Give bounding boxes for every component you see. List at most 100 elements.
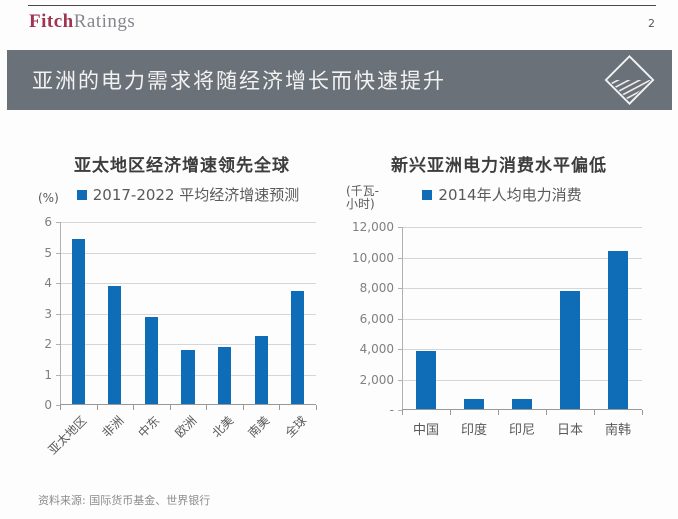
logo-fitch-text: Fitch (29, 11, 74, 32)
legend: 2014年人均电力消费 (382, 184, 622, 205)
plot-area (398, 227, 643, 415)
y-axis-line (402, 227, 403, 410)
y-tick-label: 2,000 (359, 372, 394, 387)
x-axis-line (60, 404, 316, 405)
bar (560, 291, 580, 410)
plot-area (56, 222, 317, 410)
x-axis-tick (546, 410, 547, 415)
gridline (60, 344, 316, 345)
y-tick-label: 1 (44, 367, 52, 382)
y-axis-tick (398, 288, 402, 289)
page-number: 2 (648, 17, 655, 30)
x-category-label: 北美 (209, 413, 236, 441)
x-category-label: 中国 (412, 423, 440, 438)
y-tick-label: 8,000 (359, 281, 394, 295)
gridline (402, 318, 642, 320)
y-axis-tick (398, 379, 402, 381)
legend-label: 2017-2022 平均经济增速预测 (92, 186, 300, 204)
x-category-label: 印尼 (508, 423, 536, 438)
y-axis-unit-label: (千瓦- 小时) (346, 185, 379, 211)
y-tick-label: 4 (44, 276, 52, 290)
unit-line: (千瓦- (346, 184, 380, 198)
x-axis-tick (279, 405, 281, 410)
y-tick-label: 4,000 (359, 342, 394, 356)
gridline (60, 313, 316, 315)
legend: 2017-2022 平均经济增速预测 (60, 184, 316, 205)
y-axis-tick (398, 257, 402, 259)
bar (71, 238, 85, 405)
x-axis-tick (594, 410, 595, 415)
gridline (402, 349, 642, 350)
bar (254, 336, 268, 405)
y-tick-label: 12,000 (352, 220, 394, 234)
x-axis-line (402, 409, 642, 410)
y-axis-tick (56, 283, 60, 284)
bar (512, 398, 532, 410)
bar (144, 316, 158, 405)
unit-line: 小时) (346, 197, 375, 211)
title-bar: 亚洲的电力需求将随经济增长而快速提升 (7, 50, 672, 110)
fitch-ratings-logo: FitchRatings (29, 11, 135, 33)
x-axis-tick (450, 410, 451, 415)
chart-title: 新兴亚洲电力消费水平偏低 (391, 156, 607, 176)
logo-ratings-text: Ratings (73, 11, 136, 32)
chart-electricity-consumption: 新兴亚洲电力消费水平偏低 (千瓦- 小时) 2014年人均电力消费 - 2,000… (345, 140, 665, 492)
gridline (402, 379, 642, 381)
bar (217, 347, 232, 405)
x-axis-tick (169, 405, 171, 410)
y-axis-tick (56, 344, 60, 345)
unit-line: (%) (38, 191, 59, 205)
x-category-label: 欧洲 (172, 413, 200, 441)
bar (608, 250, 628, 410)
legend-swatch (422, 189, 433, 200)
y-axis-tick (56, 252, 60, 254)
x-axis-tick (642, 410, 643, 415)
gridline (402, 227, 642, 228)
legend-swatch (76, 189, 87, 200)
y-axis-tick (398, 227, 402, 228)
y-tick-label: 2 (44, 337, 52, 351)
gridline (402, 288, 642, 289)
x-category-label: 中东 (135, 413, 163, 441)
x-category-label: 亚太地区 (45, 413, 90, 458)
chart-title: 亚太地区经济增速领先全球 (74, 156, 290, 176)
gridline (60, 222, 316, 223)
x-category-label: 南美 (245, 413, 273, 441)
source-note: 资料来源: 国际货币基金、世界银行 (38, 494, 211, 507)
x-axis-tick (206, 405, 208, 410)
x-axis-tick (60, 405, 61, 410)
x-category-label: 南韩 (604, 423, 632, 438)
bar (416, 350, 436, 410)
y-tick-label: 6,000 (359, 311, 394, 326)
y-tick-label: 10,000 (352, 250, 394, 265)
bar (464, 398, 484, 410)
y-tick-label: - (389, 403, 394, 417)
y-axis-tick (56, 405, 60, 406)
x-category-label: 全球 (282, 413, 310, 441)
x-category-label: 非洲 (99, 413, 127, 441)
slide-title: 亚洲的电力需求将随经济增长而快速提升 (32, 69, 446, 93)
x-category-label: 日本 (556, 423, 584, 438)
x-axis-tick (133, 405, 135, 410)
x-category-label: 印度 (460, 423, 488, 438)
y-axis-tick (398, 318, 402, 320)
gridline (60, 283, 316, 284)
chart-economic-growth: 亚太地区经济增速领先全球 (%) 2017-2022 平均经济增速预测 0 1 2 3… (15, 140, 331, 492)
bar (181, 350, 195, 405)
x-axis-tick (242, 405, 244, 410)
y-axis-tick (56, 222, 60, 223)
y-axis-tick (56, 313, 60, 315)
diamond-hatch-icon (604, 55, 655, 105)
bar (108, 286, 122, 405)
x-axis-tick (402, 410, 403, 415)
y-tick-label: 5 (44, 245, 52, 260)
legend-label: 2014年人均电力消费 (438, 186, 582, 204)
y-tick-label: 3 (44, 306, 52, 321)
bar (291, 290, 305, 405)
y-axis-line (60, 222, 61, 405)
y-axis-tick (56, 374, 60, 376)
x-axis-tick (96, 405, 98, 410)
y-axis-tick (398, 410, 402, 411)
x-axis-tick (316, 405, 317, 410)
